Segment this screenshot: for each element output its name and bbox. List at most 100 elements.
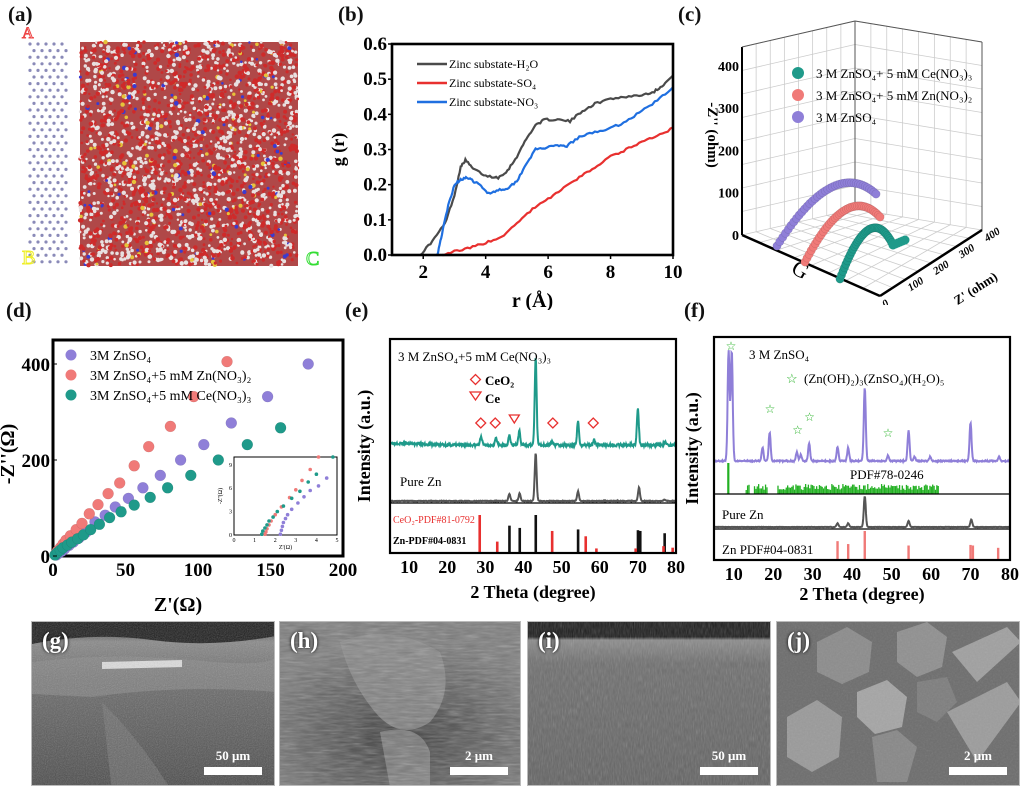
molecule-atom: [138, 142, 143, 147]
phase-ref-stick-major: [727, 463, 730, 494]
molecule-atom: [88, 134, 92, 138]
x-axis-label: 2 Theta (degree): [470, 582, 595, 603]
molecule-atom: [92, 192, 96, 195]
molecule-atom: [150, 177, 153, 181]
molecule-atom: [108, 263, 113, 268]
molecule-atom: [107, 180, 112, 185]
molecule-atom: [112, 172, 116, 176]
molecule-atom: [223, 84, 228, 89]
molecule-atom: [179, 257, 184, 262]
molecule-atom: [139, 164, 143, 169]
ceo2-ref-stick: [671, 547, 674, 553]
molecule-atom: [231, 112, 236, 118]
molecule-atom: [282, 115, 286, 119]
molecule-atom: [273, 170, 278, 176]
molecule-atom: [114, 237, 119, 242]
molecule-atom: [140, 108, 143, 112]
molecule-atom: [218, 64, 223, 69]
data-point-1: [76, 517, 88, 530]
axis-b-glyph: B: [22, 247, 35, 269]
molecule-atom: [289, 43, 293, 47]
molecule-atom: [178, 176, 182, 180]
molecule-atom: [109, 167, 114, 172]
molecule-atom: [91, 158, 95, 162]
molecule-atom: [82, 185, 87, 189]
molecule-atom: [196, 56, 202, 61]
molecule-atom: [220, 94, 223, 98]
molecule-atom: [255, 238, 261, 244]
molecule-atom: [227, 113, 231, 117]
molecule-atom: [225, 59, 230, 64]
molecule-atom: [218, 50, 222, 54]
molecule-atom: [113, 212, 117, 215]
molecule-atom: [280, 130, 284, 134]
molecule-atom: [210, 140, 213, 143]
molecule-atom: [256, 95, 261, 100]
molecule-atom: [277, 260, 281, 264]
molecule-atom: [249, 61, 255, 66]
molecule-atom: [231, 191, 236, 196]
molecule-atom: [199, 225, 205, 230]
molecule-atom: [139, 186, 144, 191]
molecule-atom: [108, 176, 112, 179]
molecule-atom: [206, 58, 210, 61]
molecule-atom: [89, 139, 94, 144]
molecule-atom: [171, 62, 176, 67]
molecule-atom: [92, 242, 96, 246]
molecule-atom: [78, 201, 83, 205]
molecule-atom: [159, 217, 164, 222]
molecule-atom: [198, 65, 203, 70]
molecule-atom: [278, 186, 282, 190]
molecule-atom: [255, 58, 259, 61]
zinc-atom: [36, 240, 40, 244]
molecule-atom: [84, 53, 88, 58]
molecule-atom: [142, 89, 147, 94]
inset-point-0: [285, 512, 290, 517]
molecule-atom: [161, 250, 166, 255]
molecule-atom: [205, 152, 209, 156]
phase-ref-stick: [932, 484, 934, 494]
molecule-atom: [141, 132, 145, 136]
molecule-atom: [268, 97, 273, 102]
molecule-atom: [144, 126, 148, 130]
molecule-atom: [274, 219, 278, 223]
molecule-atom: [144, 168, 150, 174]
molecule-atom: [211, 210, 216, 216]
molecule-atom: [257, 192, 260, 196]
molecule-atom: [86, 208, 91, 213]
molecule-atom: [270, 85, 274, 89]
molecule-atom: [129, 162, 133, 166]
molecule-atom: [97, 182, 101, 186]
z-tick-label: 400: [718, 60, 739, 75]
molecule-atom: [251, 193, 255, 198]
phase-ref-stick: [832, 485, 834, 494]
molecule-atom: [164, 112, 169, 117]
molecule-atom: [270, 92, 275, 97]
phase-ref-stick: [804, 484, 807, 494]
molecule-atom: [120, 121, 124, 125]
molecule-atom: [271, 128, 277, 133]
molecule-atom: [201, 158, 206, 163]
sem-image-h: (h) 2 μm: [279, 621, 521, 786]
molecule-atom: [236, 100, 241, 105]
molecule-atom: [257, 204, 261, 208]
inset-point-2: [281, 504, 286, 508]
zinc-atom: [36, 42, 40, 46]
molecule-atom: [197, 70, 200, 74]
molecule-atom: [229, 209, 234, 214]
molecule-atom: [248, 206, 252, 210]
molecule-atom: [217, 173, 221, 177]
molecule-atom: [282, 187, 286, 191]
molecule-atom: [111, 78, 117, 83]
zinc-atom: [28, 82, 32, 86]
molecule-atom: [99, 43, 103, 48]
molecule-atom: [259, 256, 263, 259]
molecule-atom: [193, 44, 198, 48]
zinc-atom: [52, 214, 56, 218]
molecule-atom: [247, 230, 252, 234]
x-tick-label: 60: [591, 557, 609, 577]
molecule-atom: [222, 146, 226, 151]
molecule-atom: [184, 46, 188, 50]
molecule-atom: [260, 193, 265, 198]
molecule-atom: [184, 247, 188, 251]
